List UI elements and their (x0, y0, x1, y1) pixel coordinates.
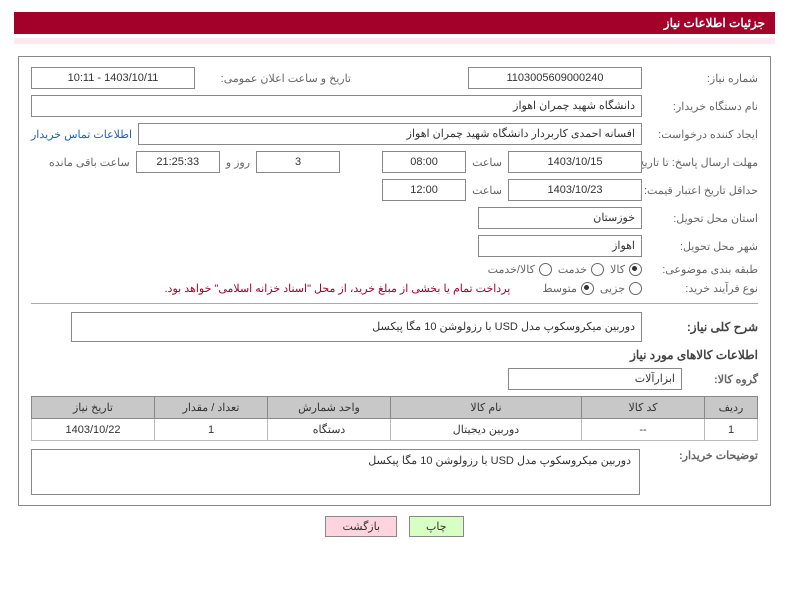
table-cell: دوربین دیجیتال (391, 419, 582, 441)
panel-title: جزئیات اطلاعات نیاز (14, 12, 775, 34)
table-header: تعداد / مقدار (155, 397, 268, 419)
radio-icon (539, 263, 552, 276)
delivery-city-label: شهر محل تحویل: (648, 240, 758, 253)
table-cell: -- (582, 419, 705, 441)
table-header: نام کالا (391, 397, 582, 419)
category-goods-option[interactable]: کالا (610, 263, 642, 276)
process-type-label: نوع فرآیند خرید: (648, 282, 758, 295)
requester-value: افسانه احمدی کاربردار دانشگاه شهید چمران… (138, 123, 642, 145)
goods-table: ردیفکد کالانام کالاواحد شمارشتعداد / مقد… (31, 396, 758, 441)
need-number-value: 1103005609000240 (468, 67, 642, 89)
announce-datetime-label: تاریخ و ساعت اعلان عمومی: (201, 72, 351, 85)
category-goods-service-option[interactable]: کالا/خدمت (488, 263, 552, 276)
table-header: تاریخ نیاز (32, 397, 155, 419)
requester-label: ایجاد کننده درخواست: (648, 128, 758, 141)
process-minor-option[interactable]: جزیی (600, 282, 642, 295)
response-deadline-label: مهلت ارسال پاسخ: تا تاریخ: (648, 156, 758, 169)
price-validity-date: 1403/10/23 (508, 179, 642, 201)
price-validity-label: حداقل تاریخ اعتبار قیمت: تا تاریخ: (648, 184, 758, 197)
table-header: واحد شمارش (268, 397, 391, 419)
accent-bar (14, 38, 775, 44)
table-cell: 1 (155, 419, 268, 441)
buyer-remarks-text: دوربین میکروسکوپ مدل USD با رزولوشن 10 م… (31, 449, 640, 495)
buyer-contact-link[interactable]: اطلاعات تماس خریدار (31, 128, 132, 141)
delivery-city-value: اهواز (478, 235, 642, 257)
days-remaining: 3 (256, 151, 340, 173)
table-header: کد کالا (582, 397, 705, 419)
radio-icon (629, 263, 642, 276)
table-cell: دستگاه (268, 419, 391, 441)
print-button[interactable]: چاپ (409, 516, 464, 537)
category-service-option[interactable]: خدمت (558, 263, 604, 276)
table-row: 1--دوربین دیجیتالدستگاه11403/10/22 (32, 419, 758, 441)
goods-group-label: گروه کالا: (688, 373, 758, 386)
countdown-value: 21:25:33 (136, 151, 220, 173)
back-button[interactable]: بازگشت (325, 516, 397, 537)
time-label-2: ساعت (472, 184, 502, 197)
payment-note: پرداخت تمام یا بخشی از مبلغ خرید، از محل… (165, 282, 511, 295)
delivery-province-value: خوزستان (478, 207, 642, 229)
hours-remaining-label: ساعت باقی مانده (49, 156, 130, 169)
need-number-label: شماره نیاز: (648, 72, 758, 85)
response-deadline-time: 08:00 (382, 151, 466, 173)
response-deadline-date: 1403/10/15 (508, 151, 642, 173)
radio-icon (629, 282, 642, 295)
overview-text: دوربین میکروسکوپ مدل USD با رزولوشن 10 م… (71, 312, 642, 342)
goods-group-value: ابزارآلات (508, 368, 682, 390)
days-and-label: روز و (226, 156, 250, 169)
delivery-province-label: استان محل تحویل: (648, 212, 758, 225)
announce-datetime-value: 1403/10/11 - 10:11 (31, 67, 195, 89)
radio-icon (581, 282, 594, 295)
time-label-1: ساعت (472, 156, 502, 169)
buyer-org-label: نام دستگاه خریدار: (648, 100, 758, 113)
table-cell: 1 (705, 419, 758, 441)
buyer-remarks-label: توضیحات خریدار: (648, 449, 758, 462)
buyer-org-value: دانشگاه شهید چمران اهواز (31, 95, 642, 117)
category-label: طبقه بندی موضوعی: (648, 263, 758, 276)
process-medium-option[interactable]: متوسط (542, 282, 594, 295)
overview-label: شرح کلی نیاز: (648, 320, 758, 334)
table-header: ردیف (705, 397, 758, 419)
radio-icon (591, 263, 604, 276)
details-panel: شماره نیاز: 1103005609000240 تاریخ و ساع… (18, 56, 771, 506)
price-validity-time: 12:00 (382, 179, 466, 201)
table-cell: 1403/10/22 (32, 419, 155, 441)
goods-info-heading: اطلاعات کالاهای مورد نیاز (31, 348, 758, 362)
